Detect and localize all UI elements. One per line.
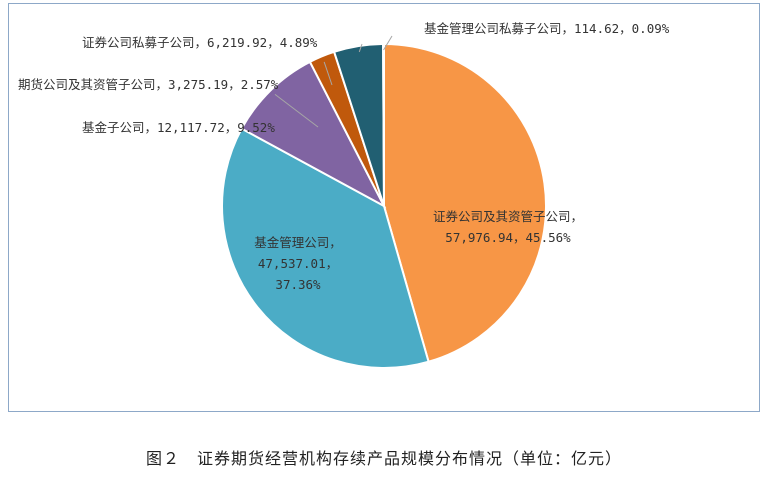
figure-caption: 图２ 证券期货经营机构存续产品规模分布情况（单位：亿元） [145,449,622,468]
slice-fund-mgmt [221,127,430,369]
leader-line-fund-mgmt-pe [383,35,393,51]
leader-line-futures [323,61,333,86]
label-securities-line2: 57,976.94，45.56% [445,230,571,245]
label-securities-pe: 证券公司私募子公司，6,219.92，4.89% [82,35,318,50]
leader-line-fund-sub [274,94,319,128]
slice-fund-mgmt-pe [382,42,385,207]
label-fund-mgmt-pe: 基金管理公司私募子公司，114.62，0.09% [424,21,670,36]
slice-fund-subsidiary [240,60,387,209]
label-fund-mgmt-line2: 47,537.01， [258,256,338,271]
label-securities-line1: 证券公司及其资管子公司， [433,209,583,224]
label-fund-mgmt-line1: 基金管理公司， [254,235,342,250]
label-fund-sub: 基金子公司，12,117.72，9.52% [82,120,275,135]
slice-securities-asset-mgmt [383,42,547,363]
leader-lines [274,35,393,128]
label-fund-mgmt-line3: 37.36% [275,277,321,292]
label-futures: 期货公司及其资管子公司，3,275.19，2.57% [18,77,279,92]
leader-line-securities-pe [358,43,363,53]
pie-slices [221,42,547,369]
